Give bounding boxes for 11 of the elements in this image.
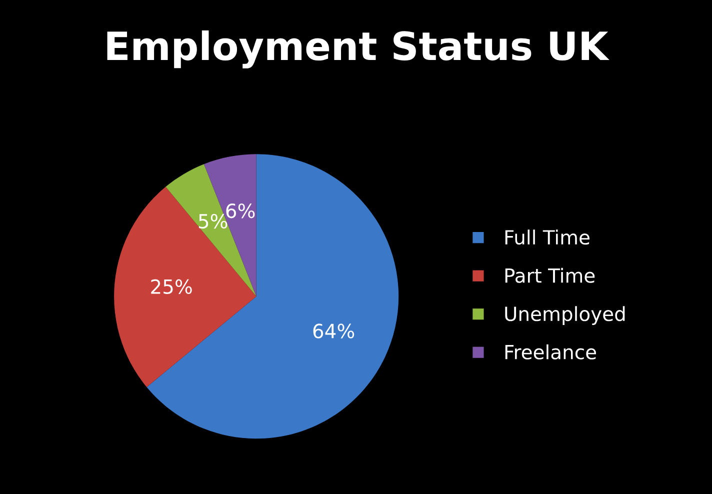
legend-label: Freelance	[505, 344, 596, 360]
legend-label: Full Time	[505, 230, 590, 245]
legend-label: Part Time	[505, 268, 595, 283]
pie-slice	[114, 186, 256, 388]
data-label: 25%	[151, 279, 192, 294]
data-label: 5%	[198, 214, 228, 229]
pie-slice	[146, 154, 399, 439]
data-label: 64%	[313, 324, 354, 338]
data-label: 6%	[226, 203, 255, 218]
chart-title: Employment Status UK	[107, 30, 610, 68]
legend-label: Unemployed	[505, 306, 625, 325]
